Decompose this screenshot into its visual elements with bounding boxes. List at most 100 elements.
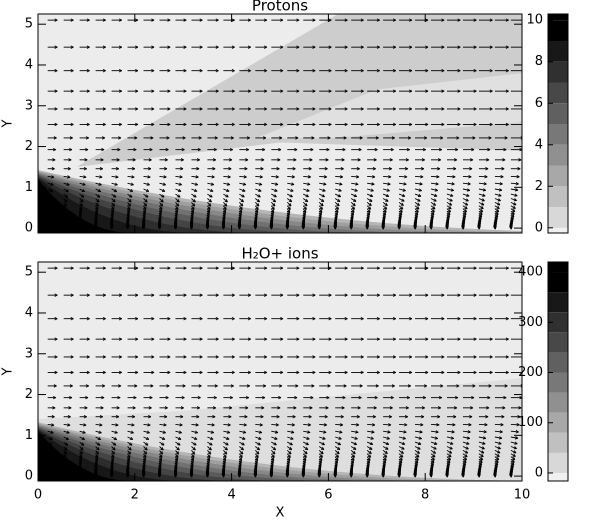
arrow-head [483, 182, 487, 186]
arrow-head [406, 147, 410, 152]
vector-arrow [383, 182, 391, 185]
arrow-head [245, 147, 250, 152]
arrow-head [229, 395, 233, 400]
arrow-head [183, 107, 187, 111]
arrow-head [65, 436, 69, 441]
arrow-head [391, 384, 395, 388]
arrow-head [360, 355, 364, 359]
arrow-head [118, 355, 123, 359]
arrow-head [374, 395, 378, 400]
vector-arrow [510, 201, 517, 206]
arrow-head [192, 447, 196, 451]
vector-arrow [207, 175, 215, 178]
colorbar-band [548, 124, 568, 145]
arrow-head [450, 436, 455, 440]
arrow-head [301, 474, 305, 478]
vector-arrow [223, 436, 230, 440]
arrow-head [360, 45, 364, 49]
arrow-head [151, 293, 155, 297]
contour-region [38, 431, 135, 481]
vector-arrow [351, 423, 359, 426]
arrow-head [296, 69, 300, 73]
arrow-head [274, 182, 279, 186]
vector-arrow [414, 188, 422, 192]
arrow-head [215, 122, 219, 127]
arrow-head [70, 355, 74, 359]
arrow-head [199, 266, 203, 270]
arrow-head [503, 147, 507, 152]
arrow-head [353, 198, 357, 202]
vector-arrow [303, 175, 311, 178]
colorbar-band [548, 20, 568, 41]
vector-arrow [367, 182, 375, 185]
vector-arrow [366, 436, 374, 440]
arrow-head [400, 450, 404, 454]
vector-arrow [430, 436, 438, 440]
arrow-head [264, 107, 268, 111]
arrow-head [182, 136, 186, 140]
arrow-head [160, 199, 164, 203]
arrow-head [264, 293, 268, 297]
arrow-head [151, 355, 155, 359]
arrow-head [440, 136, 444, 140]
arrow-head [112, 194, 117, 198]
arrow-head [339, 182, 343, 186]
arrow-head [513, 198, 517, 202]
arrow-head [360, 266, 364, 270]
arrow-head [308, 415, 312, 419]
arrow-head [482, 193, 486, 197]
arrow-head [177, 188, 182, 192]
arrow-head [404, 167, 408, 171]
arrow-head [262, 147, 266, 152]
arrow-head [311, 136, 315, 140]
arrow-head [312, 89, 316, 93]
vector-arrow [239, 441, 245, 446]
vector-arrow [335, 188, 342, 192]
arrow-head [175, 454, 179, 458]
arrow-head [304, 446, 309, 451]
arrow-head [392, 355, 397, 359]
arrow-head [457, 69, 461, 73]
vector-arrow [159, 188, 166, 192]
vector-arrow [319, 441, 325, 446]
arrow-head [388, 167, 392, 171]
vector-arrow [127, 188, 134, 192]
arrow-head [466, 188, 471, 192]
arrow-head [407, 136, 411, 140]
vector-arrow [319, 436, 326, 440]
colorbar-frame [547, 13, 569, 234]
colorbar-band [548, 332, 568, 353]
arrow-head [280, 266, 284, 270]
arrow-head [243, 175, 247, 179]
arrow-head [371, 182, 375, 186]
vector-arrow [446, 441, 454, 445]
vector-arrow [111, 188, 117, 192]
vector-arrow [319, 182, 327, 185]
arrow-head [135, 317, 139, 321]
vector-arrow [462, 193, 470, 197]
colorbar-tick-label: 8 [535, 54, 543, 69]
arrow-head [505, 337, 509, 341]
arrow-head [225, 442, 229, 446]
arrow-head [376, 122, 380, 127]
arrow-head [400, 202, 404, 206]
arrow-head [289, 194, 293, 198]
arrow-head [464, 202, 469, 206]
arrow-head [69, 395, 73, 400]
arrow-head [392, 89, 397, 93]
arrow-head [118, 122, 123, 127]
arrow-head [514, 193, 518, 197]
arrow-head [433, 446, 437, 450]
vector-arrow [127, 430, 134, 434]
arrow-head [135, 107, 139, 111]
arrow-head [180, 167, 184, 171]
arrow-head [349, 226, 353, 230]
arrow-head [117, 395, 121, 400]
colorbar-tick-label: 6 [535, 96, 543, 111]
vector-arrow [159, 423, 167, 426]
arrow-head [134, 136, 138, 140]
arrow-head [212, 406, 217, 410]
arrow-head [312, 266, 316, 270]
arrow-head [370, 188, 374, 192]
arrow-head [338, 188, 342, 192]
